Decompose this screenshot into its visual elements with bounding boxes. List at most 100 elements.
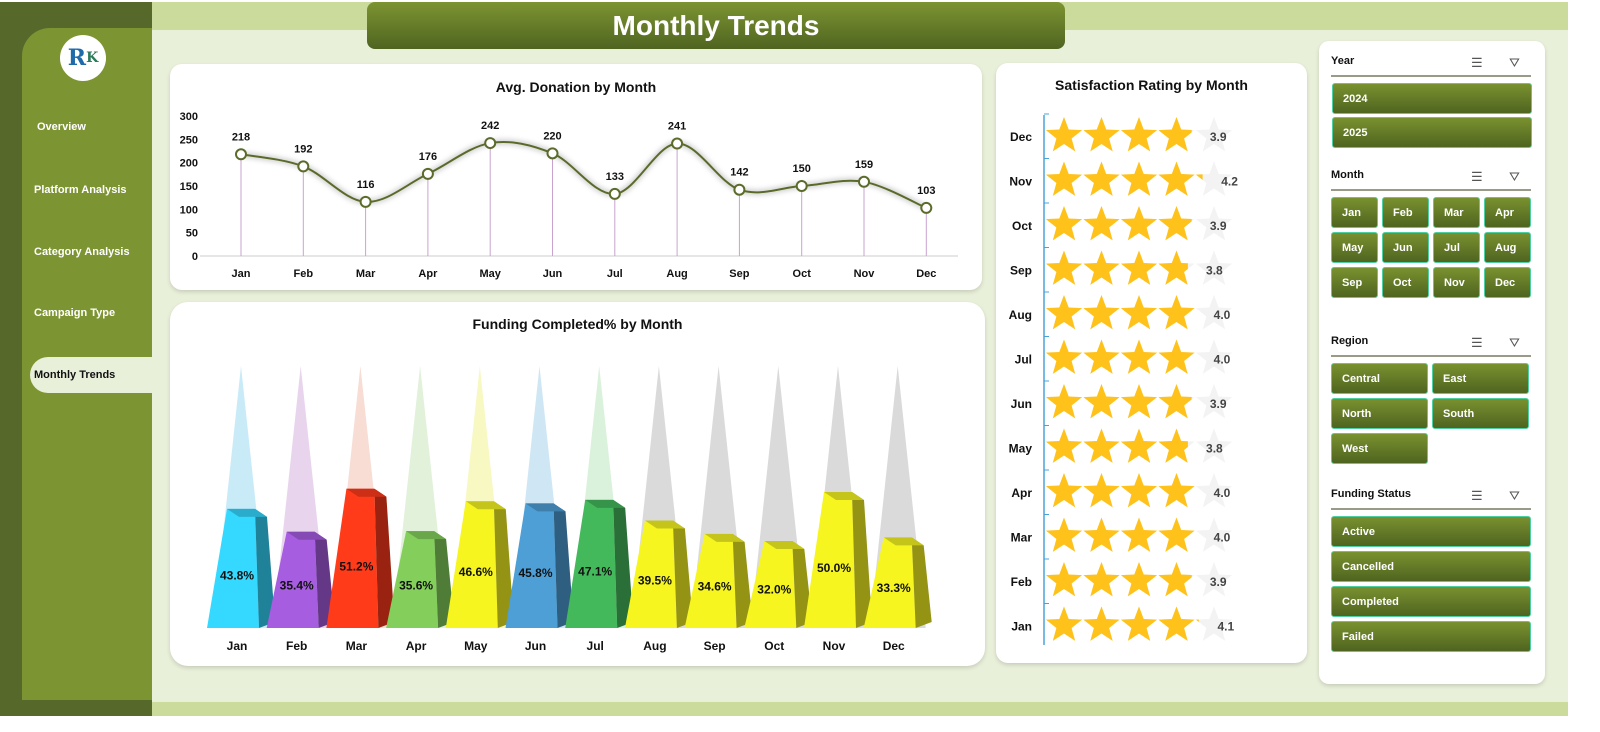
- funding-status-option-active[interactable]: Active: [1331, 516, 1531, 547]
- multi-select-icon[interactable]: ☰: [1471, 55, 1483, 70]
- month-option-feb[interactable]: Feb: [1382, 197, 1429, 228]
- rating-star-icon: [1120, 473, 1158, 508]
- month-option-apr[interactable]: Apr: [1484, 197, 1531, 228]
- clear-filter-icon[interactable]: ⛛: [1509, 169, 1520, 184]
- data-point: [671, 137, 684, 150]
- month-option-dec[interactable]: Dec: [1484, 267, 1531, 298]
- funding-bar: [863, 537, 916, 628]
- funding-bar-side: [911, 537, 932, 628]
- year-option-2025[interactable]: 2025: [1332, 117, 1532, 148]
- rating-star-icon: [1045, 517, 1083, 552]
- data-label: 35.6%: [399, 578, 433, 592]
- data-label: 3.9: [1210, 130, 1227, 144]
- data-label: 103: [917, 185, 935, 197]
- nav-category-analysis[interactable]: Category Analysis: [34, 246, 130, 258]
- data-label: 39.5%: [638, 574, 672, 588]
- multi-select-icon[interactable]: ☰: [1471, 488, 1483, 503]
- month-option-jul[interactable]: Jul: [1433, 232, 1480, 263]
- nav-monthly-trends[interactable]: Monthly Trends: [30, 357, 152, 393]
- clear-filter-icon[interactable]: ⛛: [1509, 55, 1520, 70]
- nav-platform-analysis[interactable]: Platform Analysis: [34, 184, 127, 196]
- data-label: 50.0%: [817, 561, 851, 575]
- rating-star-icon: [1045, 562, 1083, 597]
- empty-star-icon: [1195, 473, 1233, 508]
- empty-star-icon: [1195, 161, 1233, 196]
- funding-status-option-completed[interactable]: Completed: [1331, 586, 1531, 617]
- rating-star-icon: [1045, 606, 1083, 641]
- funding-bar: [744, 540, 797, 628]
- slicer-panel: Year ☰ ⛛ 2024 2025 Month ☰ ⛛ Jan Feb Mar Apr May Jun J…: [1319, 41, 1545, 684]
- funding-bar-top: [644, 520, 685, 529]
- nav-campaign-type[interactable]: Campaign Type: [34, 307, 116, 319]
- nav-overview[interactable]: Overview: [37, 121, 86, 133]
- month-option-aug[interactable]: Aug: [1484, 232, 1531, 263]
- x-tick-label: May: [479, 268, 501, 280]
- rating-star-icon: [1158, 473, 1195, 508]
- funding-status-slicer-header: Funding Status ☰ ⛛: [1331, 488, 1531, 510]
- month-option-nov[interactable]: Nov: [1433, 267, 1480, 298]
- data-label: 33.3%: [877, 581, 911, 595]
- rating-star-icon: [1195, 619, 1199, 622]
- data-label: 3.9: [1210, 397, 1227, 411]
- data-point: [421, 167, 434, 180]
- clear-filter-icon[interactable]: ⛛: [1509, 488, 1520, 503]
- funding-bar: [386, 531, 439, 628]
- data-label: 176: [419, 151, 437, 163]
- x-tick-label: Jul: [587, 639, 604, 653]
- region-option-east[interactable]: East: [1432, 363, 1529, 394]
- month-option-may[interactable]: May: [1331, 232, 1378, 263]
- region-option-west[interactable]: West: [1331, 433, 1428, 464]
- empty-star-icon: [1195, 206, 1233, 241]
- y-tick-label: 0: [192, 251, 198, 263]
- multi-select-icon[interactable]: ☰: [1471, 169, 1483, 184]
- data-label: 43.8%: [220, 568, 254, 582]
- y-tick-label: Jun: [1011, 397, 1032, 411]
- month-option-jun[interactable]: Jun: [1382, 232, 1429, 263]
- funding-bar-top: [227, 508, 267, 517]
- rating-star-icon: [1120, 562, 1158, 597]
- x-tick-label: Nov: [854, 268, 876, 280]
- region-option-south[interactable]: South: [1432, 398, 1529, 429]
- funding-bar-side: [672, 520, 693, 628]
- rating-star-icon: [1158, 339, 1195, 374]
- data-label: 4.0: [1214, 353, 1231, 367]
- funding-status-option-cancelled[interactable]: Cancelled: [1331, 551, 1531, 582]
- funding-bar: [804, 492, 856, 628]
- month-option-oct[interactable]: Oct: [1382, 267, 1429, 298]
- funding-bar: [266, 531, 319, 628]
- funding-bar-top: [286, 531, 327, 540]
- region-option-north[interactable]: North: [1331, 398, 1428, 429]
- year-option-2024[interactable]: 2024: [1332, 83, 1532, 114]
- avg-donation-card: Avg. Donation by Month: [170, 64, 982, 290]
- data-label: 47.1%: [578, 564, 612, 578]
- multi-select-icon[interactable]: ☰: [1471, 335, 1483, 350]
- funding-bar-side: [374, 488, 395, 628]
- x-tick-label: Feb: [294, 268, 314, 280]
- rating-star-icon: [1083, 117, 1120, 152]
- rating-star-icon: [1120, 206, 1158, 241]
- clear-filter-icon[interactable]: ⛛: [1509, 335, 1520, 350]
- month-option-jan[interactable]: Jan: [1331, 197, 1378, 228]
- x-tick-label: Jun: [543, 268, 563, 280]
- month-option-mar[interactable]: Mar: [1433, 197, 1480, 228]
- x-tick-label: Apr: [418, 268, 438, 280]
- rating-star-icon: [1158, 250, 1188, 285]
- region-option-central[interactable]: Central: [1331, 363, 1428, 394]
- y-tick-label: Feb: [1011, 575, 1032, 589]
- funding-status-slicer-label: Funding Status: [1331, 488, 1412, 500]
- x-tick-label: Apr: [406, 639, 427, 653]
- rating-star-icon: [1158, 517, 1195, 552]
- chart-title: Avg. Donation by Month: [495, 79, 657, 95]
- month-option-sep[interactable]: Sep: [1331, 267, 1378, 298]
- rating-star-icon: [1158, 117, 1192, 152]
- data-label: 150: [793, 163, 811, 175]
- rating-star-icon: [1120, 384, 1158, 419]
- x-tick-label: Jan: [227, 639, 248, 653]
- x-tick-label: Jan: [232, 268, 251, 280]
- month-slicer-label: Month: [1331, 169, 1364, 181]
- funding-bar-side: [255, 508, 275, 628]
- x-tick-label: Dec: [883, 639, 905, 653]
- funding-status-option-failed[interactable]: Failed: [1331, 621, 1531, 652]
